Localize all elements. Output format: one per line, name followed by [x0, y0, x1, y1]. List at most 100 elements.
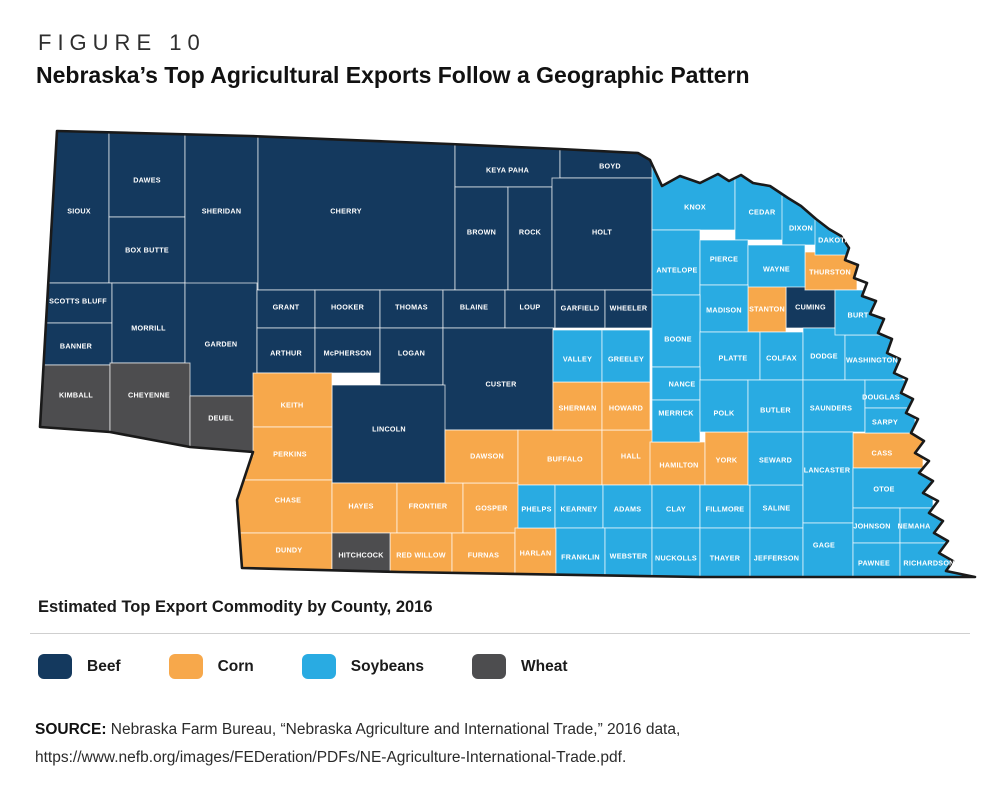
county-label-nuckolls: NUCKOLLS — [655, 554, 697, 563]
corn-color-swatch — [168, 654, 203, 679]
county-label-hall: HALL — [621, 452, 642, 461]
figure-title: Nebraska’s Top Agricultural Exports Foll… — [36, 62, 750, 88]
county-label-keya-paha: KEYA PAHA — [486, 166, 529, 175]
county-label-phelps: PHELPS — [521, 505, 551, 514]
county-label-gage: GAGE — [813, 541, 835, 550]
county-sheridan — [184, 131, 259, 291]
county-franklin — [555, 527, 606, 577]
county-banner — [40, 322, 113, 366]
county-polk — [699, 379, 749, 433]
county-label-grant: GRANT — [273, 303, 300, 312]
source-label: SOURCE: — [35, 721, 107, 738]
county-label-keith: KEITH — [281, 401, 304, 410]
source-note: SOURCE: Nebraska Farm Bureau, “Nebraska … — [35, 716, 980, 772]
county-label-boone: BOONE — [664, 335, 692, 344]
county-keya-paha — [454, 131, 561, 188]
county-furnas — [451, 532, 516, 577]
county-antelope — [651, 229, 701, 296]
county-butler — [747, 379, 804, 433]
county-label-saline: SALINE — [763, 504, 791, 513]
county-dawson — [444, 429, 519, 484]
county-morrill — [111, 282, 186, 364]
county-label-brown: BROWN — [467, 228, 496, 237]
county-label-logan: LOGAN — [398, 349, 425, 358]
county-label-thayer: THAYER — [710, 554, 741, 563]
county-label-dundy: DUNDY — [276, 546, 303, 555]
legend-divider — [30, 633, 970, 634]
county-label-clay: CLAY — [666, 505, 686, 514]
county-label-hayes: HAYES — [348, 502, 373, 511]
county-label-sheridan: SHERIDAN — [202, 207, 242, 216]
county-label-dixon: DIXON — [789, 224, 813, 233]
county-brown — [454, 186, 509, 291]
county-label-cass: CASS — [872, 449, 893, 458]
state-border-outline — [38, 129, 977, 579]
county-label-valley: VALLEY — [563, 355, 592, 364]
county-label-cherry: CHERRY — [330, 207, 362, 216]
county-label-knox: KNOX — [684, 203, 706, 212]
county-label-thomas: THOMAS — [395, 303, 428, 312]
county-label-furnas: FURNAS — [468, 551, 499, 560]
soybeans-color-swatch — [301, 654, 336, 679]
county-label-wayne: WAYNE — [763, 265, 790, 274]
county-label-red-willow: RED WILLOW — [396, 551, 446, 560]
county-label-richardson: RICHARDSON — [903, 559, 954, 568]
county-label-burt: BURT — [848, 311, 869, 320]
county-label-pierce: PIERCE — [710, 255, 738, 264]
county-wayne — [747, 244, 806, 288]
county-hayes — [331, 482, 398, 534]
county-york — [704, 431, 749, 486]
county-label-sioux: SIOUX — [67, 207, 91, 216]
county-label-franklin: FRANKLIN — [561, 553, 600, 562]
county-red-willow — [389, 532, 453, 577]
county-label-otoe: OTOE — [873, 485, 894, 494]
county-nuckolls — [651, 527, 701, 577]
county-nance — [651, 366, 701, 401]
county-label-platte: PLATTE — [719, 354, 748, 363]
county-label-chase: CHASE — [275, 496, 301, 505]
county-deuel — [189, 395, 254, 457]
county-greeley — [601, 329, 651, 383]
county-platte — [699, 331, 761, 381]
county-logan — [379, 327, 444, 386]
county-label-morrill: MORRILL — [131, 324, 166, 333]
county-cass — [852, 432, 924, 469]
county-blaine — [442, 289, 506, 329]
county-label-howard: HOWARD — [609, 404, 643, 413]
county-label-cheyenne: CHEYENNE — [128, 391, 170, 400]
county-label-rock: ROCK — [519, 228, 542, 237]
county-mcpherson — [314, 327, 381, 374]
county-label-wheeler: WHEELER — [610, 304, 648, 313]
county-label-lincoln: LINCOLN — [372, 425, 406, 434]
county-keith — [252, 372, 333, 428]
county-label-greeley: GREELEY — [608, 355, 644, 364]
county-label-boyd: BOYD — [599, 162, 621, 171]
county-label-gosper: GOSPER — [475, 504, 508, 513]
county-label-arthur: ARTHUR — [270, 349, 302, 358]
county-label-thurston: THURSTON — [809, 268, 851, 277]
county-label-hamilton: HAMILTON — [659, 461, 698, 470]
county-label-kimball: KIMBALL — [59, 391, 93, 400]
county-dakota — [814, 199, 861, 256]
county-rock — [507, 186, 553, 291]
county-label-dodge: DODGE — [810, 352, 838, 361]
county-dawes — [108, 131, 186, 218]
map-caption: Estimated Top Export Commodity by County… — [38, 598, 433, 616]
county-label-dakota: DAKOTA — [818, 236, 850, 245]
county-gage — [802, 522, 854, 577]
county-label-adams: ADAMS — [614, 505, 642, 514]
county-valley — [552, 329, 603, 383]
county-saunders — [802, 379, 866, 433]
wheat-color-swatch — [472, 654, 507, 679]
county-garfield — [554, 289, 606, 329]
county-label-washington: WASHINGTON — [846, 356, 898, 365]
county-label-madison: MADISON — [706, 306, 742, 315]
county-label-merrick: MERRICK — [658, 409, 694, 418]
legend-label-soybeans: Soybeans — [350, 657, 425, 675]
county-webster — [604, 527, 653, 577]
county-label-holt: HOLT — [592, 228, 612, 237]
county-kimball — [40, 364, 111, 436]
county-label-polk: POLK — [714, 409, 736, 418]
county-lincoln — [331, 384, 446, 484]
figure-number: FIGURE 10 — [38, 30, 206, 55]
